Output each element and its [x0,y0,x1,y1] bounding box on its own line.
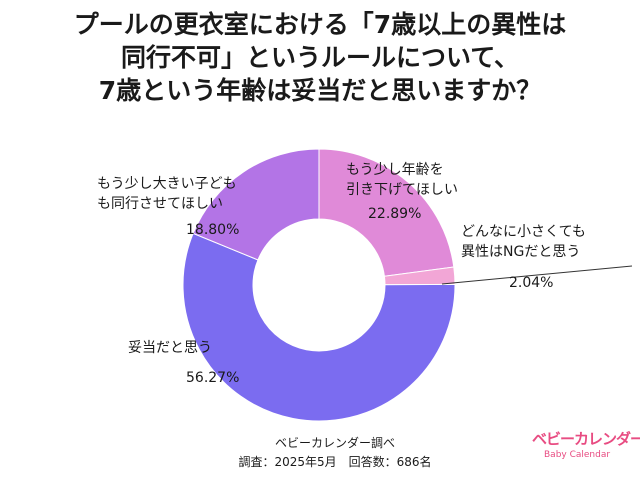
value-older-child: 18.80% [186,222,240,238]
value-appropriate: 56.27% [186,370,240,386]
value-never: 2.04% [509,275,554,291]
title-line-1: プールの更衣室における「7歳以上の異性は [73,10,567,39]
brand-logo: ベビーカレンダー Baby Calendar [532,428,640,472]
slice-older-child [192,148,320,261]
logo-main-text: ベビーカレンダー [532,430,640,448]
value-lower-age: 22.89% [368,206,422,222]
leader-line [441,265,633,285]
slice-appropriate [182,232,456,422]
label-lower-age: もう少し年齢を 引き下げてほしい [346,162,458,198]
logo-sub-text: Baby Calendar [544,450,611,460]
slice-lower-age [318,148,455,277]
label-older-child: もう少し大きい子ども も同行させてほしい [97,176,237,212]
source-line-2: 調査：2025年5月 回答数：686名 [238,455,432,469]
title-line-3: 7歳という年齢は妥当だと思いますか？ [98,76,542,105]
source-line-1: ベビーカレンダー調べ [274,436,395,450]
chart-title: プールの更衣室における「7歳以上の異性は 同行不可」というルールについて、 7歳… [0,8,640,107]
source-note: ベビーカレンダー調べ 調査：2025年5月 回答数：686名 [210,434,460,472]
label-never: どんなに小さくても 異性はNGだと思う [461,224,586,260]
title-line-2: 同行不可」というルールについて、 [120,43,519,72]
label-appropriate: 妥当だと思う [128,340,212,356]
